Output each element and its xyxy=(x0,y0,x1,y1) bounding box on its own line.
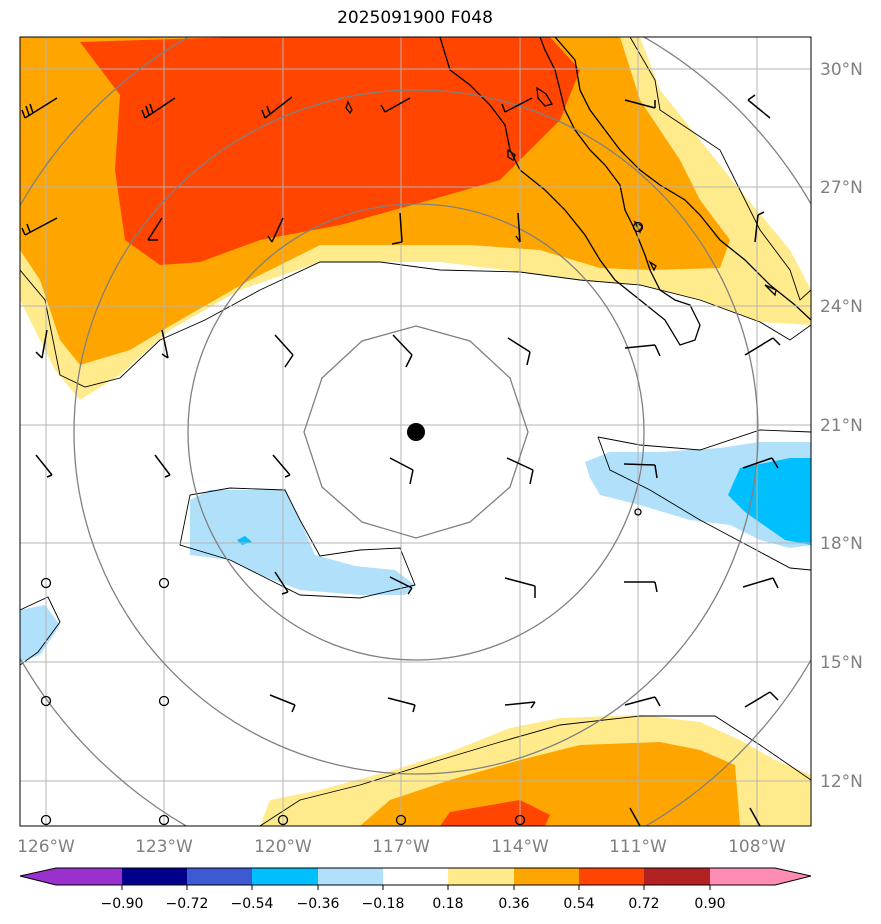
lon-label: 108°W xyxy=(728,837,786,857)
colorbar: −0.90 −0.72 −0.54 −0.36 −0.18 0.18 0.36 … xyxy=(19,867,812,912)
calm-markers xyxy=(40,221,644,826)
colorbar-segment xyxy=(56,868,122,885)
barb-row-5 xyxy=(274,571,779,598)
lon-label: 114°W xyxy=(491,837,549,857)
lat-label: 21°N xyxy=(820,416,863,436)
lat-label: 18°N xyxy=(820,534,863,554)
colorbar-tick-label: −0.90 xyxy=(101,896,144,912)
lat-label: 15°N xyxy=(820,653,863,673)
lat-label: 24°N xyxy=(820,297,863,317)
colorbar-segment xyxy=(122,868,187,885)
storm-center-marker xyxy=(407,423,425,441)
colorbar-tick-label: 0.54 xyxy=(563,896,594,912)
colorbar-tick-label: 0.18 xyxy=(432,896,463,912)
barb-row-7 xyxy=(629,807,761,826)
colorbar-tick-label: −0.36 xyxy=(297,896,340,912)
colorbar-segment xyxy=(318,868,383,885)
colorbar-segment xyxy=(187,868,252,885)
lon-label: 123°W xyxy=(135,837,193,857)
gridlines xyxy=(20,37,811,826)
longitude-labels: 126°W 123°W 120°W 117°W 114°W 111°W 108°… xyxy=(17,837,786,857)
colorbar-outline xyxy=(19,867,812,886)
barb-row-4 xyxy=(35,454,779,485)
barb-row-2 xyxy=(21,211,765,245)
map-panel xyxy=(19,36,812,827)
colorbar-tick-label: −0.72 xyxy=(166,896,209,912)
colorbar-segment xyxy=(514,868,579,885)
colorbar-tick-label: 0.72 xyxy=(628,896,659,912)
lat-label: 27°N xyxy=(820,178,863,198)
lon-label: 120°W xyxy=(254,837,312,857)
lon-label: 111°W xyxy=(609,837,667,857)
wind-barbs xyxy=(21,94,781,826)
lat-label: 30°N xyxy=(820,60,863,80)
barb-row-1 xyxy=(21,94,771,119)
colorbar-segment xyxy=(579,868,644,885)
colorbar-segment xyxy=(448,868,514,885)
barb-row-3 xyxy=(35,329,781,368)
barb-row-6 xyxy=(269,691,779,713)
colorbar-tick-label: 0.90 xyxy=(694,896,725,912)
colorbar-segment xyxy=(252,868,318,885)
colorbar-segment xyxy=(710,868,775,885)
latitude-labels: 30°N 27°N 24°N 21°N 18°N 15°N 12°N xyxy=(820,60,863,792)
colorbar-tick-label: −0.18 xyxy=(362,896,405,912)
colorbar-segment xyxy=(644,868,710,885)
contour-lines xyxy=(20,37,811,826)
range-rings xyxy=(20,37,811,826)
colorbar-tick-label: 0.36 xyxy=(498,896,529,912)
colorbar-tick-label: −0.54 xyxy=(231,896,274,912)
coastline xyxy=(345,37,811,346)
map-frame xyxy=(19,36,812,827)
colorbar-segment xyxy=(383,868,448,885)
lon-label: 126°W xyxy=(17,837,75,857)
colorbar-overflow-arrow xyxy=(775,868,811,885)
lat-label: 12°N xyxy=(820,772,863,792)
map-title: 2025091900 F048 xyxy=(337,8,493,28)
lon-label: 117°W xyxy=(372,837,430,857)
colorbar-underflow-arrow xyxy=(20,868,56,885)
